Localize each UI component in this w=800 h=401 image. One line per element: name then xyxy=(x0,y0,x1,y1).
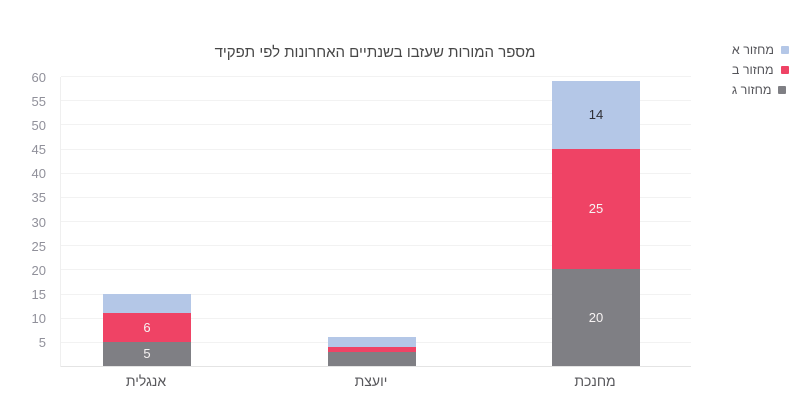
legend-label: מחזור א xyxy=(731,43,774,57)
bar-segment: 20 xyxy=(552,269,640,366)
bar-segment xyxy=(328,351,416,366)
bar-segment: 5 xyxy=(103,341,191,366)
y-tick-label: 35 xyxy=(31,190,46,206)
legend-swatch xyxy=(781,46,789,54)
category-label: יועצת xyxy=(354,373,388,389)
gridline xyxy=(61,245,691,247)
plot-area: 6 5 14 25 20 xyxy=(60,76,691,367)
legend-swatch xyxy=(780,66,789,74)
bar-3: 14 25 20 xyxy=(552,80,640,366)
x-axis-line xyxy=(61,366,691,367)
y-tick-label: 25 xyxy=(31,238,46,254)
bar-value-label: 5 xyxy=(143,346,151,362)
y-tick-label: 5 xyxy=(38,335,46,351)
category-label: אנגלית xyxy=(125,373,167,389)
legend-item: מחזור ג xyxy=(732,80,787,100)
gridline xyxy=(61,196,691,198)
y-tick-label: 45 xyxy=(31,142,46,157)
y-tick-label: 30 xyxy=(31,214,46,230)
gridline xyxy=(61,124,691,126)
bar-segment xyxy=(328,346,416,352)
gridline xyxy=(61,293,691,295)
bar-segment: 6 xyxy=(103,312,191,342)
bar-segment xyxy=(328,337,416,347)
gridline xyxy=(61,269,691,271)
bar-segment: 25 xyxy=(552,148,640,270)
gridline xyxy=(61,148,691,150)
bar-segment: 14 xyxy=(552,80,640,149)
gridline xyxy=(61,221,691,222)
bar-value-label: 20 xyxy=(588,310,604,326)
bar-value-label: 14 xyxy=(588,107,604,123)
bar-value-label: 25 xyxy=(588,201,604,217)
legend: מחזור א מחזור ב מחזור ג xyxy=(732,40,789,100)
y-tick-label: 40 xyxy=(31,166,46,182)
y-tick-label: 60 xyxy=(31,69,46,85)
gridline xyxy=(61,172,691,174)
category-label: מחנכת xyxy=(574,373,616,389)
bar-segment xyxy=(103,293,191,313)
gridline xyxy=(61,317,691,319)
gridline xyxy=(61,100,691,102)
y-tick-label: 20 xyxy=(31,262,46,278)
y-tick-label: 55 xyxy=(31,93,46,109)
legend-label: מחזור ב xyxy=(731,63,774,77)
chart-title: מספר המורות שעזבו בשנתיים האחרונות לפי ת… xyxy=(214,44,536,61)
y-tick-label: 50 xyxy=(31,117,46,133)
legend-item: מחזור ב xyxy=(732,60,789,80)
y-tick-label: 15 xyxy=(31,287,46,302)
gridline xyxy=(61,76,691,77)
bar-2 xyxy=(328,337,416,366)
y-tick-label: 10 xyxy=(31,311,46,327)
legend-item: מחזור א xyxy=(732,40,789,60)
legend-label: מחזור ג xyxy=(731,83,772,97)
bar-value-label: 6 xyxy=(143,319,151,335)
legend-swatch xyxy=(778,86,787,94)
